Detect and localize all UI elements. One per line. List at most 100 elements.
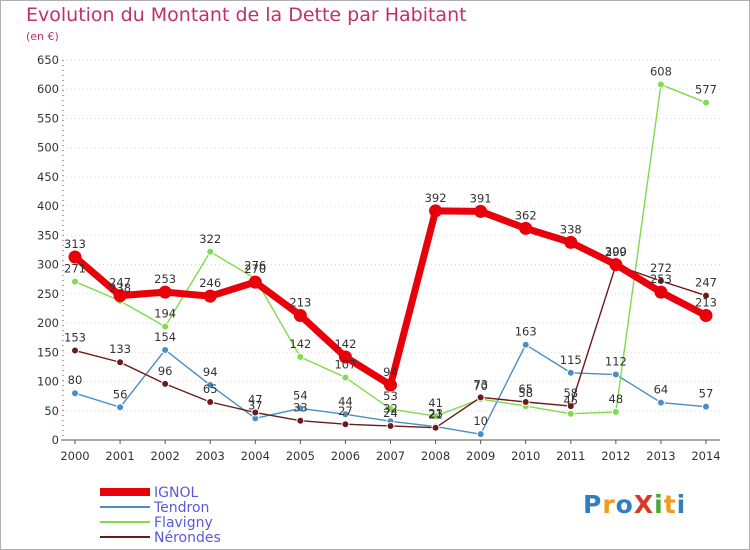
data-point bbox=[566, 409, 575, 418]
data-label: 41 bbox=[428, 396, 443, 410]
data-label: 70 bbox=[473, 379, 488, 393]
data-point bbox=[429, 204, 443, 218]
y-tick-label: 600 bbox=[37, 82, 59, 96]
y-tick-label: 550 bbox=[37, 111, 59, 125]
data-point bbox=[702, 402, 710, 411]
data-point bbox=[521, 398, 530, 406]
data-label: 253 bbox=[650, 272, 672, 286]
data-label: 54 bbox=[293, 388, 308, 402]
data-point bbox=[386, 421, 395, 430]
data-point bbox=[161, 345, 170, 354]
data-point bbox=[248, 275, 262, 289]
y-tick-label: 650 bbox=[37, 53, 59, 67]
series-ignol bbox=[68, 204, 713, 392]
data-label: 10 bbox=[473, 414, 488, 428]
data-label: 133 bbox=[109, 342, 131, 356]
y-tick-label: 350 bbox=[37, 228, 59, 242]
x-tick-label: 2012 bbox=[601, 449, 630, 463]
x-tick-label: 2009 bbox=[466, 449, 495, 463]
data-point bbox=[476, 430, 485, 439]
data-label: 23 bbox=[428, 407, 443, 421]
data-label: 57 bbox=[699, 387, 714, 401]
data-label: 142 bbox=[289, 337, 311, 351]
y-tick-label: 300 bbox=[37, 258, 59, 272]
x-tick-label: 2007 bbox=[376, 449, 405, 463]
x-tick-label: 2000 bbox=[60, 449, 89, 463]
data-label: 37 bbox=[248, 398, 263, 412]
logo-letter: r bbox=[602, 490, 616, 519]
data-point bbox=[296, 352, 305, 361]
data-point bbox=[251, 408, 260, 417]
data-point bbox=[384, 378, 397, 392]
legend-label: Nérondes bbox=[154, 530, 221, 546]
data-point bbox=[519, 221, 533, 235]
data-point bbox=[206, 381, 215, 390]
legend-label: IGNOL bbox=[154, 485, 198, 501]
data-point bbox=[431, 423, 440, 432]
data-label: 94 bbox=[383, 365, 398, 379]
data-point bbox=[116, 358, 125, 367]
data-label: 338 bbox=[560, 222, 582, 236]
data-label: 322 bbox=[199, 232, 221, 246]
data-point bbox=[338, 350, 352, 364]
data-label: 47 bbox=[248, 393, 263, 407]
data-point bbox=[609, 258, 623, 272]
data-label: 272 bbox=[650, 261, 672, 275]
series-tendron bbox=[71, 340, 710, 439]
data-point bbox=[702, 291, 710, 300]
chart-unit: (en €) bbox=[26, 30, 59, 43]
data-label: 112 bbox=[605, 355, 627, 369]
logo-letter: t bbox=[663, 490, 677, 519]
proxiti-logo: ProXiti bbox=[583, 490, 686, 519]
data-point bbox=[158, 285, 172, 299]
data-label: 270 bbox=[244, 262, 266, 276]
data-point bbox=[476, 393, 485, 402]
logo-letter: X bbox=[633, 490, 655, 519]
data-label: 45 bbox=[563, 394, 578, 408]
data-point bbox=[71, 277, 79, 286]
data-label: 608 bbox=[650, 65, 672, 79]
data-point bbox=[161, 379, 170, 388]
data-point bbox=[566, 368, 575, 377]
data-point bbox=[564, 235, 578, 249]
data-label: 300 bbox=[605, 245, 627, 259]
data-label: 24 bbox=[383, 406, 398, 420]
data-point bbox=[113, 289, 127, 303]
data-label: 271 bbox=[64, 262, 86, 276]
data-label: 247 bbox=[109, 276, 131, 290]
data-label: 107 bbox=[334, 357, 356, 371]
data-label: 577 bbox=[695, 83, 717, 97]
legend-label: Tendron bbox=[153, 500, 209, 516]
data-label: 56 bbox=[113, 387, 128, 401]
data-label: 154 bbox=[154, 330, 176, 344]
data-label: 73 bbox=[473, 377, 488, 391]
data-label: 27 bbox=[338, 404, 353, 418]
data-label: 65 bbox=[203, 382, 218, 396]
data-label: 33 bbox=[293, 401, 308, 415]
x-tick-label: 2014 bbox=[691, 449, 720, 463]
data-point bbox=[71, 389, 79, 398]
data-label: 362 bbox=[515, 208, 537, 222]
data-label: 246 bbox=[199, 276, 221, 290]
data-point bbox=[611, 370, 620, 379]
data-label: 96 bbox=[158, 364, 173, 378]
logo-letter: i bbox=[654, 490, 664, 519]
y-tick-label: 100 bbox=[37, 375, 59, 389]
x-tick-label: 2004 bbox=[241, 449, 270, 463]
y-tick-label: 500 bbox=[37, 141, 59, 155]
x-tick-label: 2001 bbox=[105, 449, 134, 463]
data-point bbox=[521, 340, 530, 349]
x-tick-label: 2008 bbox=[421, 449, 450, 463]
data-label: 80 bbox=[68, 373, 83, 387]
data-label: 213 bbox=[695, 295, 717, 309]
data-label: 44 bbox=[338, 394, 353, 408]
data-label: 32 bbox=[383, 401, 398, 415]
y-tick-label: 250 bbox=[37, 287, 59, 301]
data-label: 64 bbox=[654, 383, 669, 397]
data-point bbox=[656, 276, 665, 285]
data-point bbox=[702, 98, 710, 107]
legend-label: Flavigny bbox=[154, 515, 213, 531]
y-tick-label: 150 bbox=[37, 345, 59, 359]
data-label: 53 bbox=[383, 389, 398, 403]
